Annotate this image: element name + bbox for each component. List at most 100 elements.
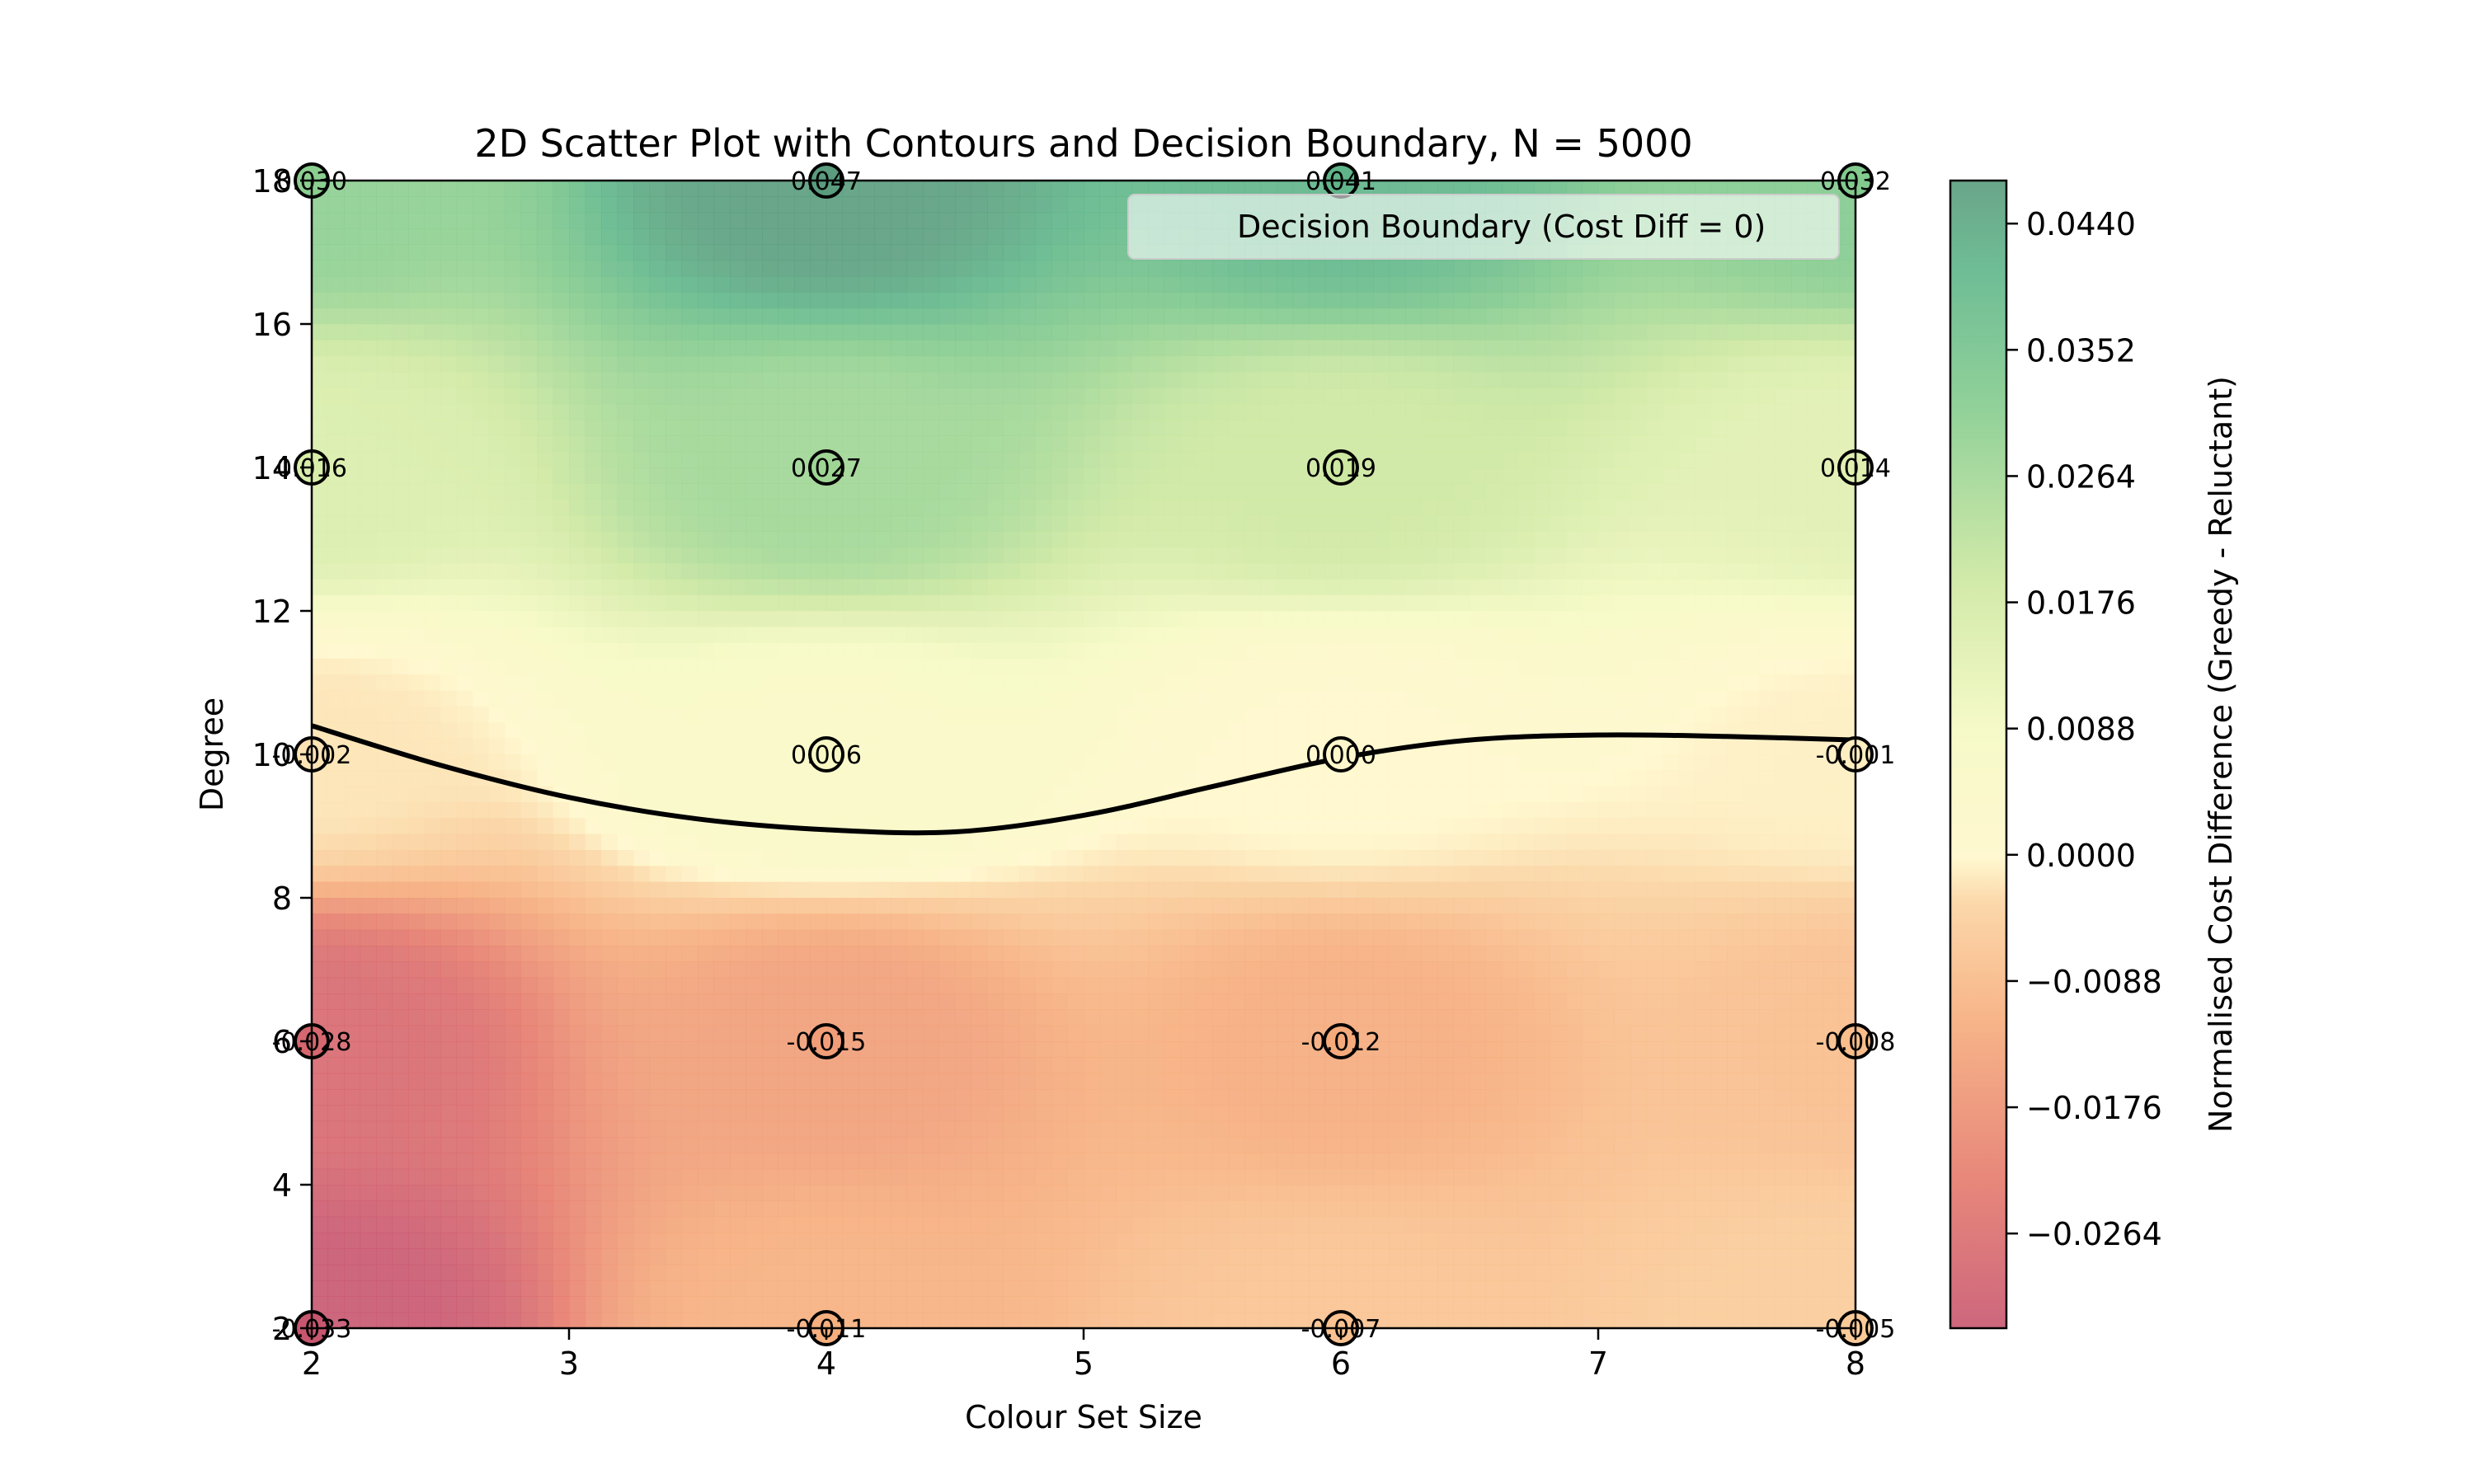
contour-cell [1164, 1248, 1181, 1266]
contour-cell [1341, 977, 1358, 994]
contour-cell [408, 961, 426, 979]
contour-cell [392, 1105, 409, 1122]
contour-cell [745, 260, 763, 277]
contour-cell [1260, 387, 1277, 405]
contour-cell [1196, 276, 1213, 293]
contour-cell [456, 993, 473, 1010]
contour-cell [826, 993, 844, 1010]
contour-cell [842, 642, 859, 660]
contour-cell [649, 977, 666, 994]
contour-cell [1116, 1009, 1133, 1026]
contour-cell [681, 707, 698, 723]
contour-cell [858, 1264, 876, 1281]
contour-cell [1228, 1185, 1245, 1201]
contour-cell [601, 770, 618, 787]
contour-cell [569, 707, 586, 723]
contour-cell [987, 1041, 1004, 1058]
contour-cell [1067, 1009, 1084, 1026]
contour-cell [633, 929, 651, 946]
contour-cell [1277, 1168, 1294, 1186]
contour-cell [1309, 770, 1326, 787]
contour-cell [778, 722, 795, 740]
contour-cell [1357, 451, 1374, 468]
contour-cell [713, 881, 731, 899]
contour-cell [1164, 1105, 1181, 1122]
contour-cell [923, 1248, 940, 1266]
contour-cell [1051, 228, 1069, 245]
contour-cell [505, 308, 522, 325]
contour-cell [987, 611, 1004, 627]
contour-cell [762, 977, 779, 994]
contour-cell [891, 420, 908, 436]
contour-cell [360, 659, 377, 675]
contour-cell [874, 181, 891, 197]
contour-cell [923, 866, 940, 883]
contour-cell [1341, 594, 1358, 612]
contour-cell [666, 1185, 683, 1201]
contour-cell [1405, 308, 1423, 325]
contour-cell [424, 722, 441, 740]
contour-cell [1405, 1296, 1423, 1313]
contour-cell [938, 659, 956, 675]
contour-cell [987, 722, 1004, 740]
contour-cell [376, 929, 393, 946]
contour-cell [1341, 1009, 1358, 1026]
contour-cell [681, 913, 698, 931]
contour-cell [456, 244, 473, 261]
contour-cell [312, 435, 329, 453]
contour-cell [1357, 1009, 1374, 1026]
contour-cell [601, 451, 618, 468]
contour-cell [312, 547, 329, 564]
contour-cell [778, 1168, 795, 1186]
contour-cell [1389, 1264, 1406, 1281]
contour-cell [713, 499, 731, 516]
contour-cell [1099, 547, 1117, 564]
contour-cell [585, 1264, 602, 1281]
contour-cell [778, 1025, 795, 1042]
contour-cell [1067, 659, 1084, 675]
contour-cell [1148, 1264, 1165, 1281]
contour-cell [1051, 993, 1069, 1010]
contour-cell [1405, 674, 1423, 692]
contour-cell [601, 403, 618, 420]
contour-cell [1309, 1248, 1326, 1266]
contour-cell [906, 308, 924, 325]
contour-cell [473, 244, 490, 261]
contour-cell [553, 929, 570, 946]
contour-cell [1292, 1120, 1310, 1138]
contour-cell [713, 898, 731, 914]
contour-cell [794, 1296, 811, 1313]
contour-cell [1099, 913, 1117, 931]
contour-cell [745, 1025, 763, 1042]
contour-cell [826, 1264, 844, 1281]
contour-cell [1260, 355, 1277, 373]
contour-cell [1421, 515, 1438, 532]
contour-cell [987, 355, 1004, 373]
contour-cell [730, 1153, 747, 1170]
contour-cell [1164, 515, 1181, 532]
contour-cell [456, 483, 473, 500]
contour-cell [1292, 579, 1310, 596]
contour-cell [1051, 754, 1069, 771]
contour-cell [730, 770, 747, 787]
contour-cell [730, 722, 747, 740]
contour-cell [520, 563, 538, 580]
contour-cell [1051, 403, 1069, 420]
contour-cell [1277, 1025, 1294, 1042]
contour-cell [1019, 1233, 1037, 1249]
contour-cell [938, 1233, 956, 1249]
contour-cell [874, 420, 891, 436]
contour-cell [1116, 850, 1133, 866]
contour-cell [1196, 292, 1213, 309]
contour-cell [1244, 674, 1262, 692]
contour-cell [633, 898, 651, 914]
contour-cell [666, 531, 683, 548]
contour-cell [666, 977, 683, 994]
contour-cell [456, 802, 473, 819]
contour-cell [923, 722, 940, 740]
contour-cell [1389, 1120, 1406, 1138]
contour-cell [360, 1009, 377, 1026]
contour-cell [745, 340, 763, 357]
contour-cell [666, 627, 683, 644]
contour-cell [1035, 483, 1052, 500]
